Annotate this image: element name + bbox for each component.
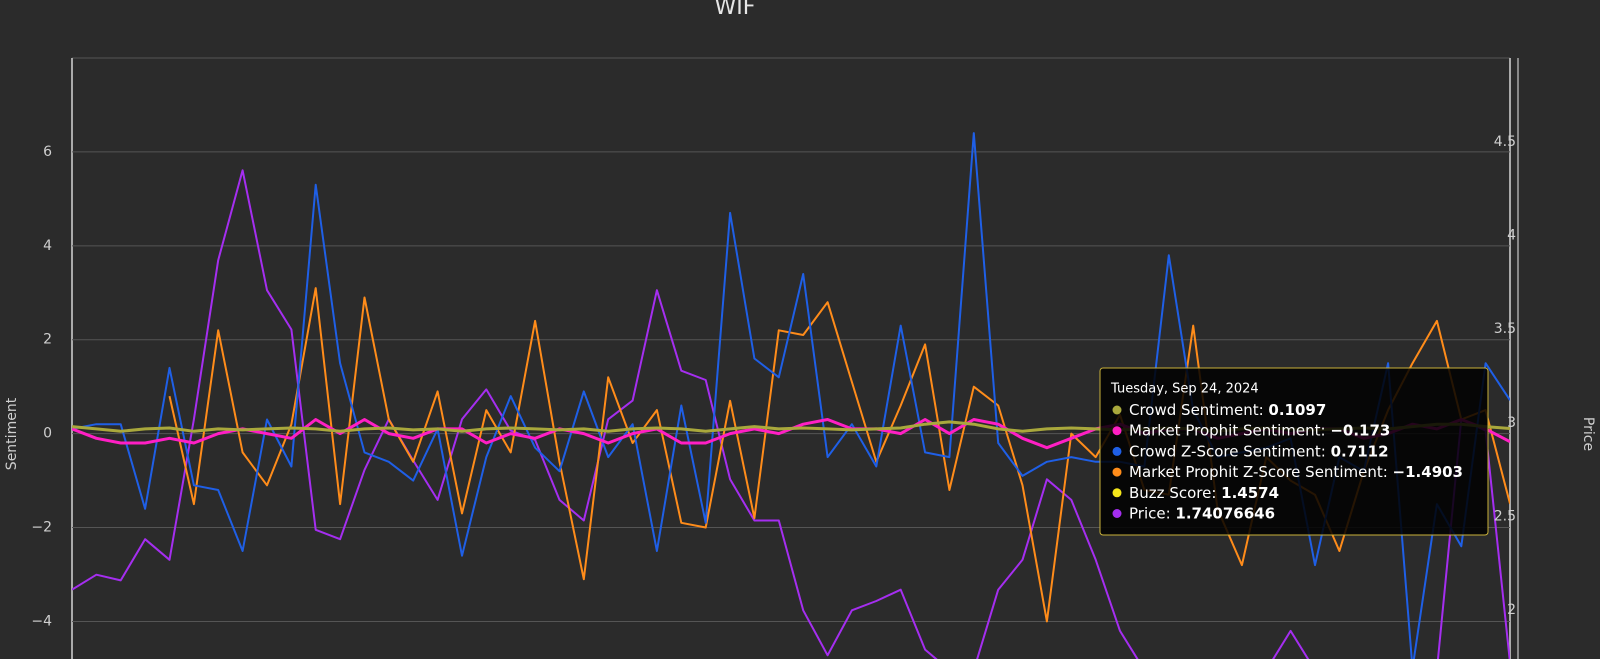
tooltip-entry: Buzz Score: 1.4574 xyxy=(1129,483,1279,501)
tooltip-value: −1.4903 xyxy=(1393,463,1463,481)
tooltip-entry: Market Prophit Z-Score Sentiment: −1.490… xyxy=(1129,463,1463,481)
chart-title: WIF xyxy=(715,0,756,20)
tooltip-value: 1.4574 xyxy=(1221,483,1279,501)
tooltip-entry: Crowd Sentiment: 0.1097 xyxy=(1129,401,1326,419)
y2-tick-label: 3.5 xyxy=(1494,321,1516,337)
y-tick-label: 6 xyxy=(43,144,52,160)
tooltip-entry: Price: 1.74076646 xyxy=(1129,504,1275,522)
tooltip-series-name: Buzz Score xyxy=(1129,483,1211,501)
tooltip-entry: Market Prophit Sentiment: −0.173 xyxy=(1129,421,1390,439)
y-tick-label: −2 xyxy=(31,520,52,536)
y2-tick-label: 2.5 xyxy=(1494,508,1516,524)
y-tick-label: 4 xyxy=(43,238,52,254)
y-tick-label: −4 xyxy=(31,613,52,629)
tooltip-marker xyxy=(1112,488,1122,498)
y2-axis-title: Price xyxy=(1580,417,1596,451)
y-tick-label: 0 xyxy=(43,426,52,442)
tooltip-value: 0.1097 xyxy=(1268,401,1326,419)
y2-tick-label: 4 xyxy=(1507,228,1516,244)
tooltip-marker xyxy=(1112,426,1122,436)
tooltip-series-name: Market Prophit Sentiment xyxy=(1129,421,1321,439)
tooltip-marker xyxy=(1112,446,1122,456)
tooltip-marker xyxy=(1112,405,1122,415)
tooltip-series-name: Crowd Sentiment xyxy=(1129,401,1259,419)
tooltip-box xyxy=(1099,367,1489,536)
tooltip-series-name: Price xyxy=(1129,504,1166,522)
y-axis-title: Sentiment xyxy=(4,397,20,470)
tooltip-value: 1.74076646 xyxy=(1175,504,1275,522)
y-tick-label: 2 xyxy=(43,332,52,348)
tooltip-marker xyxy=(1112,467,1122,477)
y2-tick-label: 4.5 xyxy=(1494,134,1516,150)
tooltip-entry: Crowd Z-Score Sentiment: 0.7112 xyxy=(1129,442,1389,460)
y2-tick-label: 3 xyxy=(1507,415,1516,431)
grid xyxy=(72,151,1510,622)
tooltip-series-name: Crowd Z-Score Sentiment xyxy=(1129,442,1321,460)
tooltip-value: −0.173 xyxy=(1330,421,1390,439)
tooltip-date: Tuesday, Sep 24, 2024 xyxy=(1110,382,1259,397)
tooltip-series-name: Market Prophit Z-Score Sentiment xyxy=(1129,463,1383,481)
series-line xyxy=(72,169,1510,659)
tooltip: Tuesday, Sep 24, 2024 Crowd Sentiment: 0.… xyxy=(1099,367,1489,536)
y2-tick-label: 2 xyxy=(1507,602,1516,618)
tooltip-marker xyxy=(1112,509,1122,518)
tooltip-value: 0.7112 xyxy=(1331,442,1389,460)
